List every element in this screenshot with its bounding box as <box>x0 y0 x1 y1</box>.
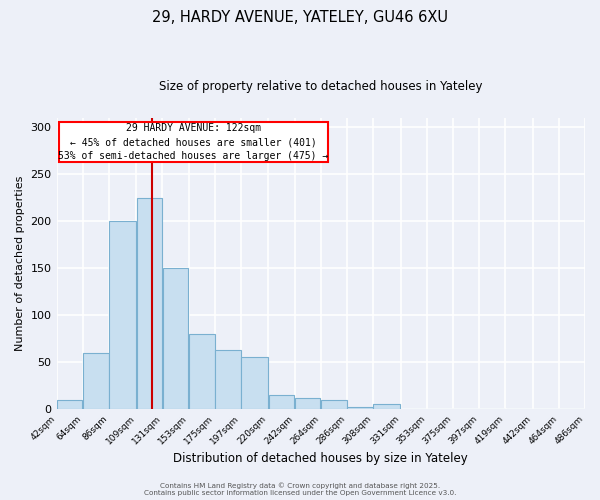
Text: Contains public sector information licensed under the Open Government Licence v3: Contains public sector information licen… <box>144 490 456 496</box>
Bar <box>215 350 241 410</box>
Bar <box>241 357 268 410</box>
Bar <box>83 353 109 410</box>
FancyBboxPatch shape <box>59 122 328 162</box>
Bar <box>57 400 82 409</box>
Bar <box>163 268 188 410</box>
Bar <box>373 404 400 409</box>
Text: 29 HARDY AVENUE: 122sqm
← 45% of detached houses are smaller (401)
53% of semi-d: 29 HARDY AVENUE: 122sqm ← 45% of detache… <box>58 123 329 161</box>
Bar <box>137 198 162 410</box>
X-axis label: Distribution of detached houses by size in Yateley: Distribution of detached houses by size … <box>173 452 468 465</box>
Bar <box>321 400 347 409</box>
Bar <box>347 406 373 410</box>
Bar <box>269 396 294 409</box>
Y-axis label: Number of detached properties: Number of detached properties <box>15 176 25 352</box>
Bar <box>559 408 585 410</box>
Title: Size of property relative to detached houses in Yateley: Size of property relative to detached ho… <box>159 80 482 93</box>
Text: 29, HARDY AVENUE, YATELEY, GU46 6XU: 29, HARDY AVENUE, YATELEY, GU46 6XU <box>152 10 448 25</box>
Bar <box>109 222 136 410</box>
Bar <box>295 398 320 409</box>
Bar <box>189 334 215 409</box>
Text: Contains HM Land Registry data © Crown copyright and database right 2025.: Contains HM Land Registry data © Crown c… <box>160 482 440 489</box>
